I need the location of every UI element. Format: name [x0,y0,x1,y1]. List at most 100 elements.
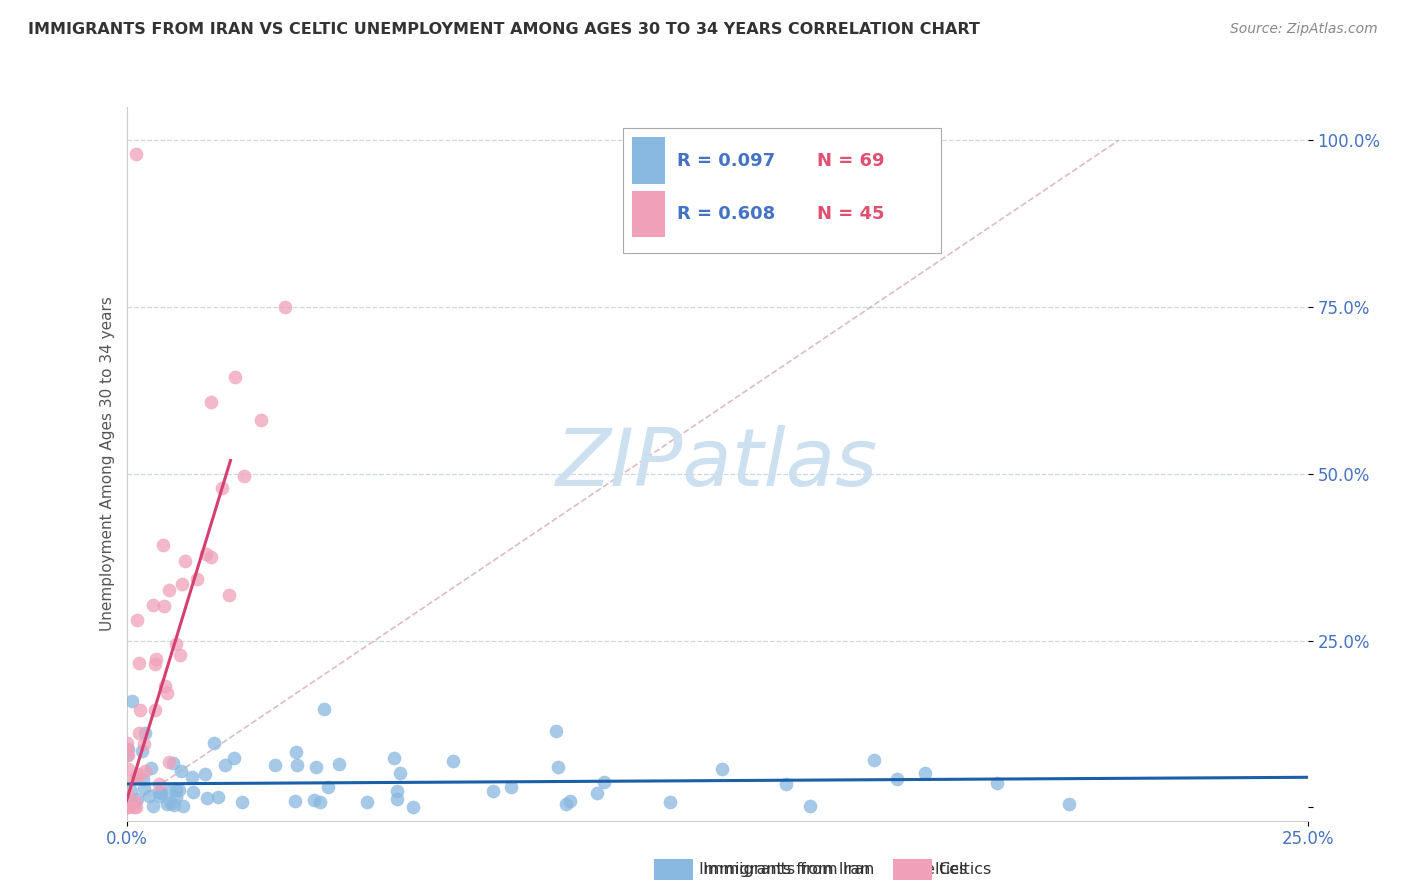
Text: ZIPatlas: ZIPatlas [555,425,879,503]
Point [218,588,240,602]
Point [285,745,308,759]
Point [152,538,174,552]
Point [155,679,177,693]
Point [125,769,148,783]
Point [312,702,335,716]
Point [200,394,222,409]
Point [132,780,155,795]
Point [194,766,217,780]
Point [162,756,184,770]
Text: Immigrants from Iran: Immigrants from Iran [703,863,875,877]
Point [799,798,821,813]
Point [156,797,179,811]
Point [163,798,186,813]
Point [222,751,245,765]
Point [441,755,464,769]
Point [115,748,138,763]
Point [180,770,202,784]
Point [233,469,256,483]
Point [302,793,325,807]
Point [214,757,236,772]
Point [501,780,523,794]
Point [200,550,222,565]
Point [264,757,287,772]
Point [121,797,143,811]
Point [207,790,229,805]
Point [148,777,170,791]
Point [186,573,208,587]
Point [122,772,145,786]
Point [385,783,408,797]
Point [125,791,148,805]
Text: N = 69: N = 69 [817,152,884,169]
Text: Immigrants from Iran: Immigrants from Iran [699,863,870,877]
Point [125,146,148,161]
Text: R = 0.608: R = 0.608 [676,205,775,223]
Point [128,656,150,670]
Text: Celtics: Celtics [938,863,991,877]
Point [149,786,172,800]
Point [160,796,183,810]
Point [134,725,156,739]
Point [283,794,305,808]
Point [125,800,148,814]
Point [328,757,350,772]
Point [170,577,193,591]
Point [710,762,733,776]
Point [659,795,682,809]
Point [402,799,425,814]
Point [863,753,886,767]
Point [384,750,406,764]
Point [174,554,197,568]
Point [547,759,569,773]
Point [122,800,145,814]
Point [172,799,194,814]
Point [202,736,225,750]
Point [157,784,180,798]
Point [165,638,187,652]
Point [143,657,166,671]
Point [117,800,139,814]
Point [224,370,246,384]
Point [167,783,190,797]
Point [914,765,936,780]
Point [117,762,139,776]
Point [165,782,187,797]
Point [986,776,1008,790]
FancyBboxPatch shape [633,191,665,237]
Point [387,791,409,805]
Point [195,790,218,805]
Text: Source: ZipAtlas.com: Source: ZipAtlas.com [1230,22,1378,37]
Point [231,796,253,810]
Point [134,764,156,778]
Point [273,300,295,314]
Point [554,797,576,811]
Point [285,757,308,772]
Point [886,772,908,786]
Point [128,726,150,740]
Point [115,788,138,802]
Point [157,755,180,769]
Point [115,736,138,750]
Point [121,693,143,707]
Point [127,613,149,627]
Text: Celtics: Celtics [914,863,967,877]
Point [115,743,138,757]
Point [309,796,332,810]
Text: IMMIGRANTS FROM IRAN VS CELTIC UNEMPLOYMENT AMONG AGES 30 TO 34 YEARS CORRELATIO: IMMIGRANTS FROM IRAN VS CELTIC UNEMPLOYM… [28,22,980,37]
Point [120,784,142,798]
Point [128,767,150,781]
FancyBboxPatch shape [633,137,665,184]
Point [775,777,797,791]
Point [148,789,170,803]
Point [148,785,170,799]
Point [592,775,614,789]
Point [132,772,155,786]
Point [316,780,339,794]
Point [250,413,273,427]
Point [1057,797,1080,811]
Text: N = 45: N = 45 [817,205,884,223]
Point [586,786,609,800]
Point [132,737,155,751]
FancyBboxPatch shape [623,128,942,253]
